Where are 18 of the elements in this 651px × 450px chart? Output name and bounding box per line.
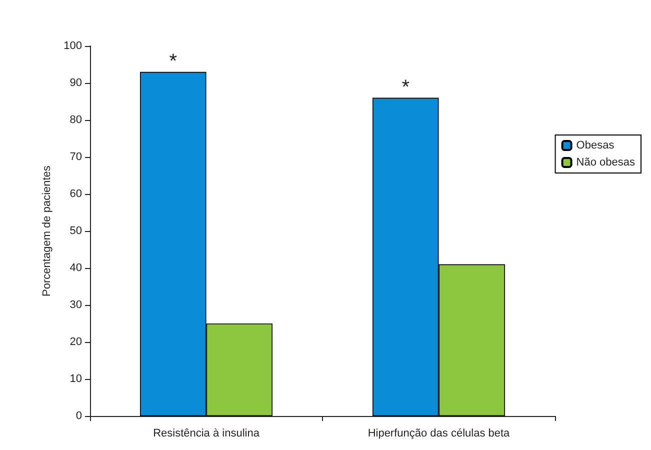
y-tick-label: 70 <box>70 151 82 163</box>
legend-label: Não obesas <box>576 156 636 168</box>
y-tick-label: 30 <box>70 299 82 311</box>
x-tick-label: Resistência à insulina <box>153 428 260 440</box>
y-tick-label: 40 <box>70 262 82 274</box>
y-tick-label: 10 <box>70 373 82 385</box>
x-tick-label: Hiperfunção das células beta <box>368 428 511 440</box>
y-tick-label: 20 <box>70 336 82 348</box>
y-tick-label: 0 <box>76 410 82 422</box>
y-axis-title: Porcentagem de pacientes <box>41 165 54 296</box>
y-tick-label: 60 <box>70 188 82 200</box>
y-tick-label: 50 <box>70 225 82 237</box>
legend-label: Obesas <box>576 140 615 152</box>
y-tick-label: 80 <box>70 114 82 126</box>
y-tick-label: 100 <box>64 40 82 52</box>
y-tick-label: 90 <box>70 77 82 89</box>
annotation: * <box>169 50 178 72</box>
annotation: * <box>402 76 410 98</box>
